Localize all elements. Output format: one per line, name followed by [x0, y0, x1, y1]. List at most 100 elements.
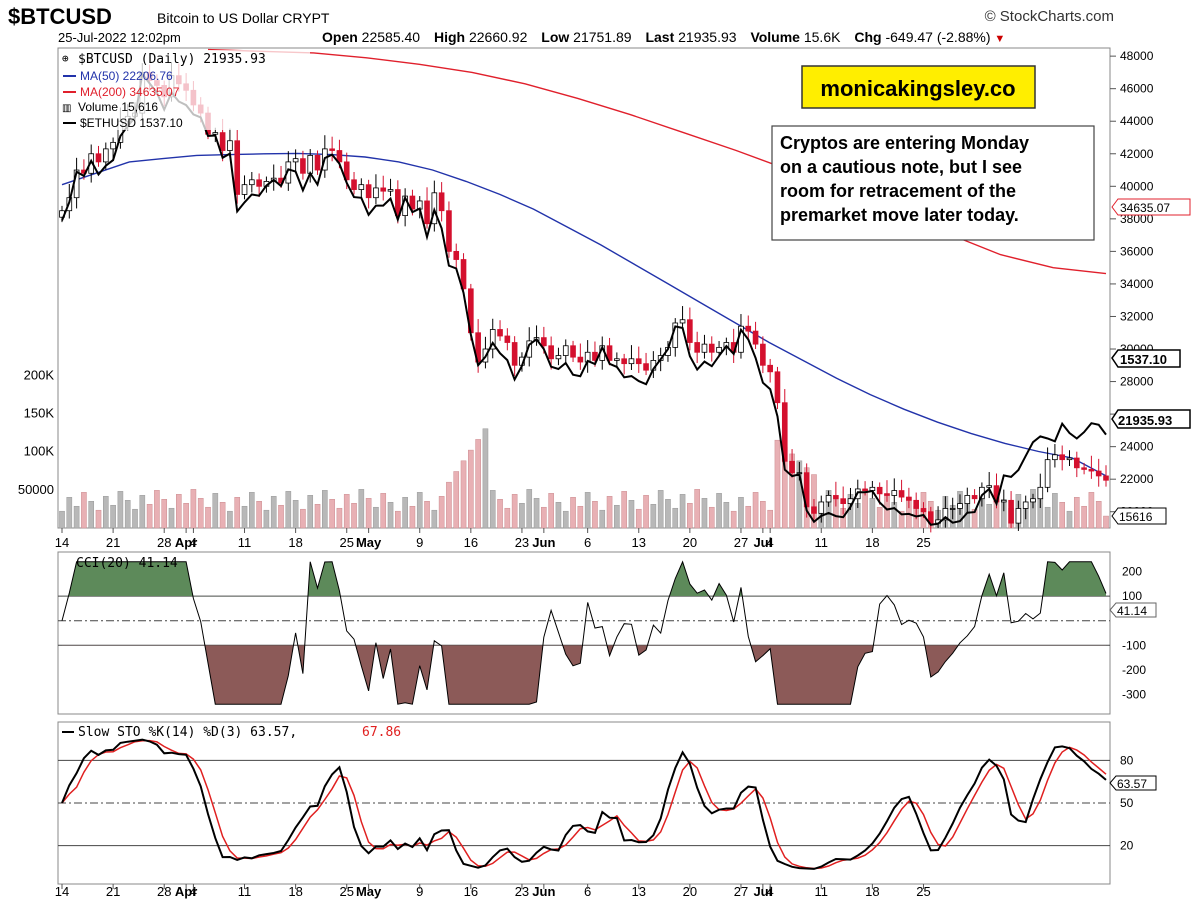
x-tick-label: 13	[632, 535, 646, 550]
candle-body	[687, 319, 693, 343]
legend-volume: Volume 15,616	[78, 100, 158, 114]
volume-bar	[825, 490, 832, 529]
volume-bar	[760, 501, 766, 529]
volume-bar	[599, 509, 606, 529]
candle-body	[336, 150, 343, 163]
candle-body	[1059, 454, 1066, 461]
candle-body	[395, 189, 401, 216]
candle-body	[1022, 501, 1029, 509]
candle-body	[446, 210, 452, 252]
x-tick-label: 18	[288, 884, 302, 899]
price-tick-label: 46000	[1120, 82, 1154, 96]
cci-tick-label: -200	[1122, 663, 1146, 677]
volume-bar	[489, 490, 496, 529]
volume-bar	[1030, 489, 1036, 529]
candle-body	[212, 132, 219, 135]
candle-body	[409, 195, 416, 210]
x-tick-label: 4	[767, 535, 774, 550]
x-tick-label: 25	[339, 535, 353, 550]
candle-body	[343, 161, 350, 181]
volume-bar	[190, 489, 197, 529]
candle-body	[708, 343, 715, 353]
candle-body	[373, 187, 379, 199]
annotation-line-4: premarket move later today.	[780, 205, 1019, 225]
cci-line	[61, 560, 1107, 705]
brand-label[interactable]: © StockCharts.com	[984, 8, 1114, 25]
watermark[interactable]: monicakingsley.co	[801, 65, 1036, 109]
volume-bar	[446, 481, 452, 529]
volume-bar	[351, 503, 357, 529]
quote-bar: Open 22585.40 High 22660.92 Low 21751.89…	[322, 29, 1005, 45]
annotation-line-1: Cryptos are entering Monday	[780, 133, 1029, 153]
cci-layer: 200 100 -100 -200 -300	[58, 560, 1146, 705]
x-tick-label: 27	[734, 884, 748, 899]
volume-bar	[424, 501, 430, 529]
chg-label: Chg	[854, 29, 882, 45]
legend-volume-icon: ▥	[62, 103, 71, 114]
x-tick-label: Jul	[753, 535, 772, 550]
open-label: Open	[322, 29, 358, 45]
stoch-k-line	[61, 738, 1107, 870]
legend-ma200: MA(200) 34635.07	[80, 85, 180, 99]
volume-bar	[59, 510, 65, 529]
volume-bar	[708, 506, 715, 529]
cci-title: CCI(20) 41.14	[76, 556, 178, 571]
volume-bar	[1059, 502, 1066, 529]
symbol-name: Bitcoin to US Dollar CRYPT	[157, 10, 329, 26]
volume-bar	[380, 493, 387, 529]
candle-body	[971, 495, 978, 500]
candle-body	[555, 355, 562, 360]
candle-body	[760, 343, 766, 366]
candle-body	[95, 153, 102, 163]
candle-body	[570, 345, 576, 358]
x-tick-label: 25	[339, 884, 353, 899]
volume-bar	[300, 508, 306, 529]
candle-body	[227, 140, 233, 151]
volume-bar	[694, 489, 700, 529]
price-tick-label: 42000	[1120, 147, 1154, 161]
volume-bar	[292, 500, 299, 529]
volume-bar	[416, 492, 423, 529]
candle-body	[898, 490, 905, 498]
candle-body	[643, 363, 649, 371]
x-tick-label: 18	[865, 535, 879, 550]
x-tick-label: 4	[190, 884, 197, 899]
candle-body	[920, 508, 927, 513]
candle-body	[329, 148, 335, 151]
candle-body	[387, 189, 394, 192]
volume-bar	[876, 506, 883, 529]
price-tick-label: 22000	[1120, 472, 1154, 486]
candle-body	[913, 499, 919, 509]
cci-value-text: 41.14	[1117, 604, 1147, 618]
volume-bar	[716, 493, 722, 529]
volume-bar	[701, 498, 708, 529]
x-tick-label: 16	[464, 884, 478, 899]
volume-bar	[752, 492, 759, 529]
volume-bar	[898, 510, 905, 529]
volume-tick-label: 150K	[24, 405, 55, 420]
volume-bar	[482, 428, 489, 529]
annotation-box: Cryptos are entering Monday on a cautiou…	[771, 125, 1095, 241]
x-tick-label: Apr	[175, 535, 197, 550]
candle-body	[234, 140, 241, 195]
eth-layer	[61, 71, 1107, 526]
candle-body	[1073, 457, 1080, 469]
candle-body	[292, 158, 299, 163]
volume-bar	[592, 501, 598, 529]
volume-bar	[1073, 497, 1080, 529]
candle-body	[811, 506, 817, 514]
candle-body	[891, 490, 898, 496]
volume-bar	[650, 504, 657, 529]
stoch-panel-frame	[57, 721, 1111, 885]
volume-bar	[657, 490, 664, 529]
volume-value: 15.6K	[803, 29, 841, 45]
x-tick-label: 21	[106, 535, 120, 550]
x-tick-label: 11	[238, 884, 252, 899]
candle-body	[256, 179, 262, 187]
ma200-price-tag: 34635.07	[1111, 198, 1191, 216]
x-tick-label: 14	[55, 535, 69, 550]
price-tick-label: 34000	[1120, 277, 1154, 291]
candle-body	[1044, 459, 1051, 488]
stoch-tick-label: 80	[1120, 753, 1134, 767]
candle-body	[818, 501, 825, 514]
